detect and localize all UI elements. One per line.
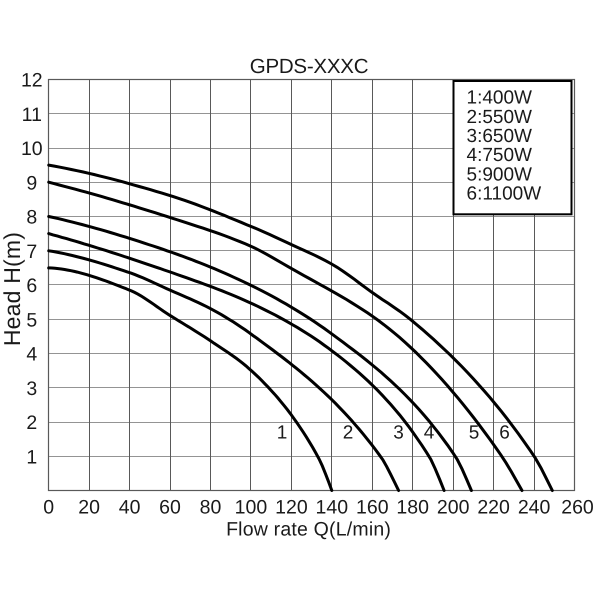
- svg-text:20: 20: [78, 496, 100, 518]
- svg-text:5: 5: [469, 423, 480, 444]
- svg-text:Head H(m): Head H(m): [0, 232, 25, 346]
- svg-text:12: 12: [21, 70, 43, 92]
- svg-text:6: 6: [499, 423, 510, 444]
- svg-text:1: 1: [277, 423, 288, 444]
- svg-text:100: 100: [235, 496, 268, 518]
- svg-text:160: 160: [356, 496, 389, 518]
- svg-text:240: 240: [518, 496, 551, 518]
- svg-text:4: 4: [424, 423, 435, 444]
- svg-text:2: 2: [26, 412, 37, 434]
- svg-text:Flow rate Q(L/min): Flow rate Q(L/min): [226, 518, 391, 540]
- svg-text:3: 3: [26, 378, 37, 400]
- svg-text:1:400W: 1:400W: [467, 88, 533, 109]
- svg-text:9: 9: [26, 172, 37, 194]
- svg-text:40: 40: [119, 496, 141, 518]
- svg-text:3: 3: [393, 423, 404, 444]
- svg-text:6:1100W: 6:1100W: [467, 184, 542, 205]
- svg-text:260: 260: [561, 496, 594, 518]
- svg-text:5:900W: 5:900W: [467, 164, 533, 185]
- svg-text:5: 5: [26, 309, 37, 331]
- svg-text:80: 80: [200, 496, 222, 518]
- svg-text:140: 140: [316, 496, 349, 518]
- svg-text:200: 200: [437, 496, 470, 518]
- svg-text:7: 7: [26, 241, 37, 263]
- svg-text:60: 60: [159, 496, 181, 518]
- svg-text:4:750W: 4:750W: [467, 145, 533, 166]
- svg-text:180: 180: [396, 496, 429, 518]
- svg-text:2:550W: 2:550W: [467, 107, 533, 128]
- svg-text:6: 6: [26, 275, 37, 297]
- svg-text:GPDS-XXXC: GPDS-XXXC: [250, 55, 369, 78]
- svg-text:2: 2: [343, 423, 354, 444]
- svg-text:120: 120: [275, 496, 308, 518]
- svg-text:0: 0: [43, 496, 54, 518]
- svg-text:4: 4: [26, 344, 37, 366]
- svg-text:10: 10: [21, 138, 43, 160]
- svg-text:11: 11: [22, 104, 42, 126]
- svg-text:8: 8: [26, 207, 37, 229]
- svg-text:3:650W: 3:650W: [467, 126, 533, 147]
- svg-text:1: 1: [26, 446, 37, 468]
- svg-text:220: 220: [477, 496, 510, 518]
